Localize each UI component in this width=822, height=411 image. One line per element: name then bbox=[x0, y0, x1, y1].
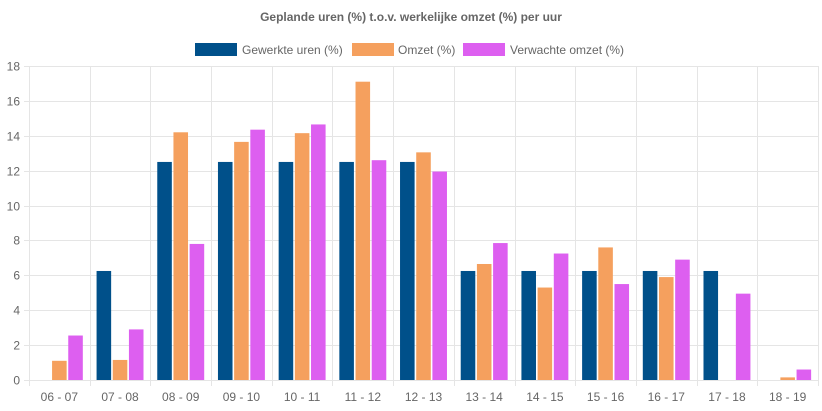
bar-omzet-18-19[interactable] bbox=[780, 377, 795, 380]
bar-gewerkte-uren-17-18[interactable] bbox=[703, 270, 719, 380]
x-tick-label: 06 - 07 bbox=[41, 390, 79, 404]
y-tick-label: 16 bbox=[7, 95, 21, 109]
bar-omzet-16-17[interactable] bbox=[658, 277, 674, 380]
x-tick-label: 17 - 18 bbox=[708, 390, 746, 404]
bar-verwachte-omzet-10-11[interactable] bbox=[311, 124, 326, 380]
x-tick-label: 16 - 17 bbox=[648, 390, 686, 404]
legend-swatch-verwachte-omzet[interactable] bbox=[463, 43, 505, 56]
bar-omzet-14-15[interactable] bbox=[537, 287, 553, 380]
bars bbox=[52, 81, 812, 380]
bar-verwachte-omzet-15-16[interactable] bbox=[614, 284, 630, 380]
bar-verwachte-omzet-13-14[interactable] bbox=[493, 243, 508, 380]
bar-verwachte-omzet-12-13[interactable] bbox=[432, 171, 447, 380]
legend-label-omzet[interactable]: Omzet (%) bbox=[398, 43, 455, 57]
bar-omzet-10-11[interactable] bbox=[294, 133, 310, 380]
bar-verwachte-omzet-14-15[interactable] bbox=[553, 253, 569, 380]
x-tick-label: 07 - 08 bbox=[101, 390, 139, 404]
bar-verwachte-omzet-11-12[interactable] bbox=[371, 160, 387, 380]
bar-verwachte-omzet-07-08[interactable] bbox=[128, 329, 144, 380]
bar-gewerkte-uren-15-16[interactable] bbox=[582, 270, 597, 380]
legend-label-gewerkte-uren[interactable]: Gewerkte uren (%) bbox=[242, 43, 343, 57]
x-tick-label: 10 - 11 bbox=[284, 390, 321, 404]
bar-omzet-15-16[interactable] bbox=[598, 247, 613, 380]
bar-verwachte-omzet-17-18[interactable] bbox=[735, 293, 751, 380]
bar-omzet-12-13[interactable] bbox=[416, 152, 431, 380]
legend: Gewerkte uren (%) Omzet (%) Verwachte om… bbox=[195, 43, 624, 57]
bar-gewerkte-uren-11-12[interactable] bbox=[339, 161, 354, 380]
x-axis: 06 - 07 07 - 08 08 - 09 09 - 10 10 - 11 11 - … bbox=[41, 390, 807, 404]
bar-verwachte-omzet-08-09[interactable] bbox=[189, 243, 205, 380]
bar-gewerkte-uren-10-11[interactable] bbox=[278, 161, 294, 380]
bar-verwachte-omzet-18-19[interactable] bbox=[796, 369, 812, 380]
bar-omzet-07-08[interactable] bbox=[112, 359, 128, 380]
bar-omzet-06-07[interactable] bbox=[52, 360, 67, 380]
x-tick-label: 13 - 14 bbox=[466, 390, 504, 404]
y-tick-label: 14 bbox=[7, 130, 21, 144]
bar-omzet-13-14[interactable] bbox=[476, 263, 492, 380]
x-tick-label: 12 - 13 bbox=[405, 390, 443, 404]
legend-swatch-omzet[interactable] bbox=[352, 43, 394, 56]
bar-gewerkte-uren-08-09[interactable] bbox=[157, 161, 172, 380]
y-tick-label: 0 bbox=[13, 374, 20, 388]
x-tick-label: 08 - 09 bbox=[162, 390, 200, 404]
legend-label-verwachte-omzet[interactable]: Verwachte omzet (%) bbox=[510, 43, 624, 57]
bar-omzet-09-10[interactable] bbox=[234, 141, 249, 380]
y-tick-label: 12 bbox=[7, 165, 21, 179]
chart-title: Geplande uren (%) t.o.v. werkelijke omze… bbox=[260, 10, 562, 24]
bar-verwachte-omzet-09-10[interactable] bbox=[250, 129, 265, 380]
bar-verwachte-omzet-06-07[interactable] bbox=[68, 335, 83, 380]
y-tick-label: 6 bbox=[13, 269, 20, 283]
bar-gewerkte-uren-14-15[interactable] bbox=[521, 270, 536, 380]
bar-omzet-08-09[interactable] bbox=[173, 132, 189, 380]
y-tick-label: 10 bbox=[7, 200, 21, 214]
bar-gewerkte-uren-12-13[interactable] bbox=[400, 161, 415, 380]
x-tick-label: 18 - 19 bbox=[769, 390, 807, 404]
bar-verwachte-omzet-16-17[interactable] bbox=[675, 259, 690, 380]
y-tick-label: 4 bbox=[13, 304, 20, 318]
bar-gewerkte-uren-13-14[interactable] bbox=[460, 270, 476, 380]
y-tick-label: 18 bbox=[7, 60, 21, 74]
y-tick-label: 8 bbox=[13, 234, 20, 248]
bar-gewerkte-uren-16-17[interactable] bbox=[642, 270, 658, 380]
bar-gewerkte-uren-09-10[interactable] bbox=[217, 161, 233, 380]
x-tick-label: 15 - 16 bbox=[587, 390, 625, 404]
bar-gewerkte-uren-07-08[interactable] bbox=[96, 270, 112, 380]
x-tick-label: 11 - 12 bbox=[345, 390, 382, 404]
x-tick-label: 14 - 15 bbox=[526, 390, 564, 404]
y-tick-label: 2 bbox=[13, 339, 20, 353]
bar-omzet-11-12[interactable] bbox=[355, 81, 371, 380]
legend-swatch-gewerkte-uren[interactable] bbox=[195, 43, 237, 56]
x-tick-label: 09 - 10 bbox=[223, 390, 261, 404]
y-axis: 0 2 4 6 8 10 12 14 16 18 bbox=[7, 60, 21, 388]
